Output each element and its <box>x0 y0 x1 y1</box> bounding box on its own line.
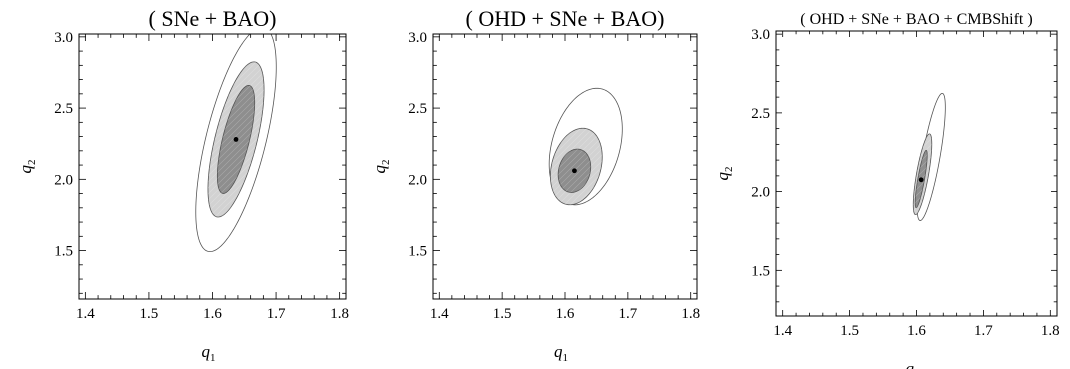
y-tick-label: 2.5 <box>751 106 770 122</box>
x-tick-label: 1.6 <box>556 306 575 322</box>
x-tick-label: 1.4 <box>430 306 449 322</box>
y-axis-label-main: q <box>370 165 389 174</box>
contour-plot-ohd-sne-bao-cmbshift: ( OHD + SNe + BAO + CMBShift ) 1.4 1.5 1.6 1… <box>713 11 1060 369</box>
contour-panel-sne-bao: ( SNe + BAO) 1.4 1.5 1.6 1.7 1.8 1.5 2.0 2.5 3.0 q… <box>0 0 355 369</box>
x-tick-label: 1.5 <box>840 323 859 339</box>
contour-plot-ohd-sne-bao: ( OHD + SNe + BAO) 1.4 1.5 1.6 1.7 1.8 1.5 2.0 2… <box>370 6 700 364</box>
best-fit-point <box>233 137 239 142</box>
x-tick-label: 1.5 <box>493 306 512 322</box>
y-tick-label: 2.5 <box>54 101 73 117</box>
x-tick-label: 1.8 <box>330 306 349 322</box>
y-axis-label-sub: 2 <box>26 160 38 166</box>
y-axis-label: q2 <box>713 167 735 181</box>
y-axis-label: q2 <box>16 160 38 174</box>
x-tick-label: 1.7 <box>267 306 286 322</box>
y-tick-label: 3.0 <box>408 30 427 46</box>
y-tick-label: 2.0 <box>408 172 427 188</box>
x-tick-label: 1.7 <box>618 306 637 322</box>
best-fit-point <box>572 168 577 174</box>
x-axis-label: q1 <box>906 359 920 369</box>
y-tick-label: 1.5 <box>751 263 770 279</box>
contour-panel-ohd-sne-bao: ( OHD + SNe + BAO) 1.4 1.5 1.6 1.7 1.8 1.5 2.0 2… <box>355 0 710 369</box>
x-tick-label: 1.6 <box>907 323 926 339</box>
x-axis-label: q1 <box>554 342 568 364</box>
chart-title: ( SNe + BAO) <box>149 6 277 31</box>
x-axis-label-sub: 1 <box>563 352 569 364</box>
y-axis-label-main: q <box>16 165 35 174</box>
y-axis-label-main: q <box>713 172 732 181</box>
y-axis-label-sub: 2 <box>380 160 392 166</box>
x-axis-label-main: q <box>202 342 211 361</box>
x-tick-label: 1.6 <box>203 306 222 322</box>
x-tick-label: 1.8 <box>1041 323 1060 339</box>
y-tick-label: 2.0 <box>54 172 73 188</box>
x-tick-label: 1.4 <box>76 306 95 322</box>
contour-panel-ohd-sne-bao-cmbshift: ( OHD + SNe + BAO + CMBShift ) 1.4 1.5 1.6 1… <box>710 0 1070 369</box>
x-tick-label: 1.5 <box>140 306 159 322</box>
y-tick-label: 2.0 <box>751 185 770 201</box>
contour-plot-sne-bao: ( SNe + BAO) 1.4 1.5 1.6 1.7 1.8 1.5 2.0 2.5 3.0 q… <box>16 6 349 364</box>
x-tick-label: 1.4 <box>773 323 792 339</box>
chart-title: ( OHD + SNe + BAO) <box>466 6 665 31</box>
x-tick-label: 1.7 <box>974 323 993 339</box>
x-axis-label: q1 <box>202 342 216 364</box>
y-tick-label: 3.0 <box>54 30 73 46</box>
x-axis-label-main: q <box>906 359 915 369</box>
chart-title: ( OHD + SNe + BAO + CMBShift ) <box>800 11 1032 28</box>
x-axis-label-sub: 1 <box>210 352 216 364</box>
contour-layer <box>912 92 946 221</box>
y-tick-label: 1.5 <box>408 244 427 260</box>
x-tick-label: 1.8 <box>681 306 700 322</box>
x-axis-label-main: q <box>554 342 563 361</box>
y-tick-label: 3.0 <box>751 27 770 43</box>
y-axis-label-sub: 2 <box>723 167 735 173</box>
y-axis-label: q2 <box>370 160 392 174</box>
best-fit-point <box>918 177 924 183</box>
contour-layer <box>548 87 623 206</box>
y-tick-label: 2.5 <box>408 101 427 117</box>
y-tick-label: 1.5 <box>54 244 73 260</box>
